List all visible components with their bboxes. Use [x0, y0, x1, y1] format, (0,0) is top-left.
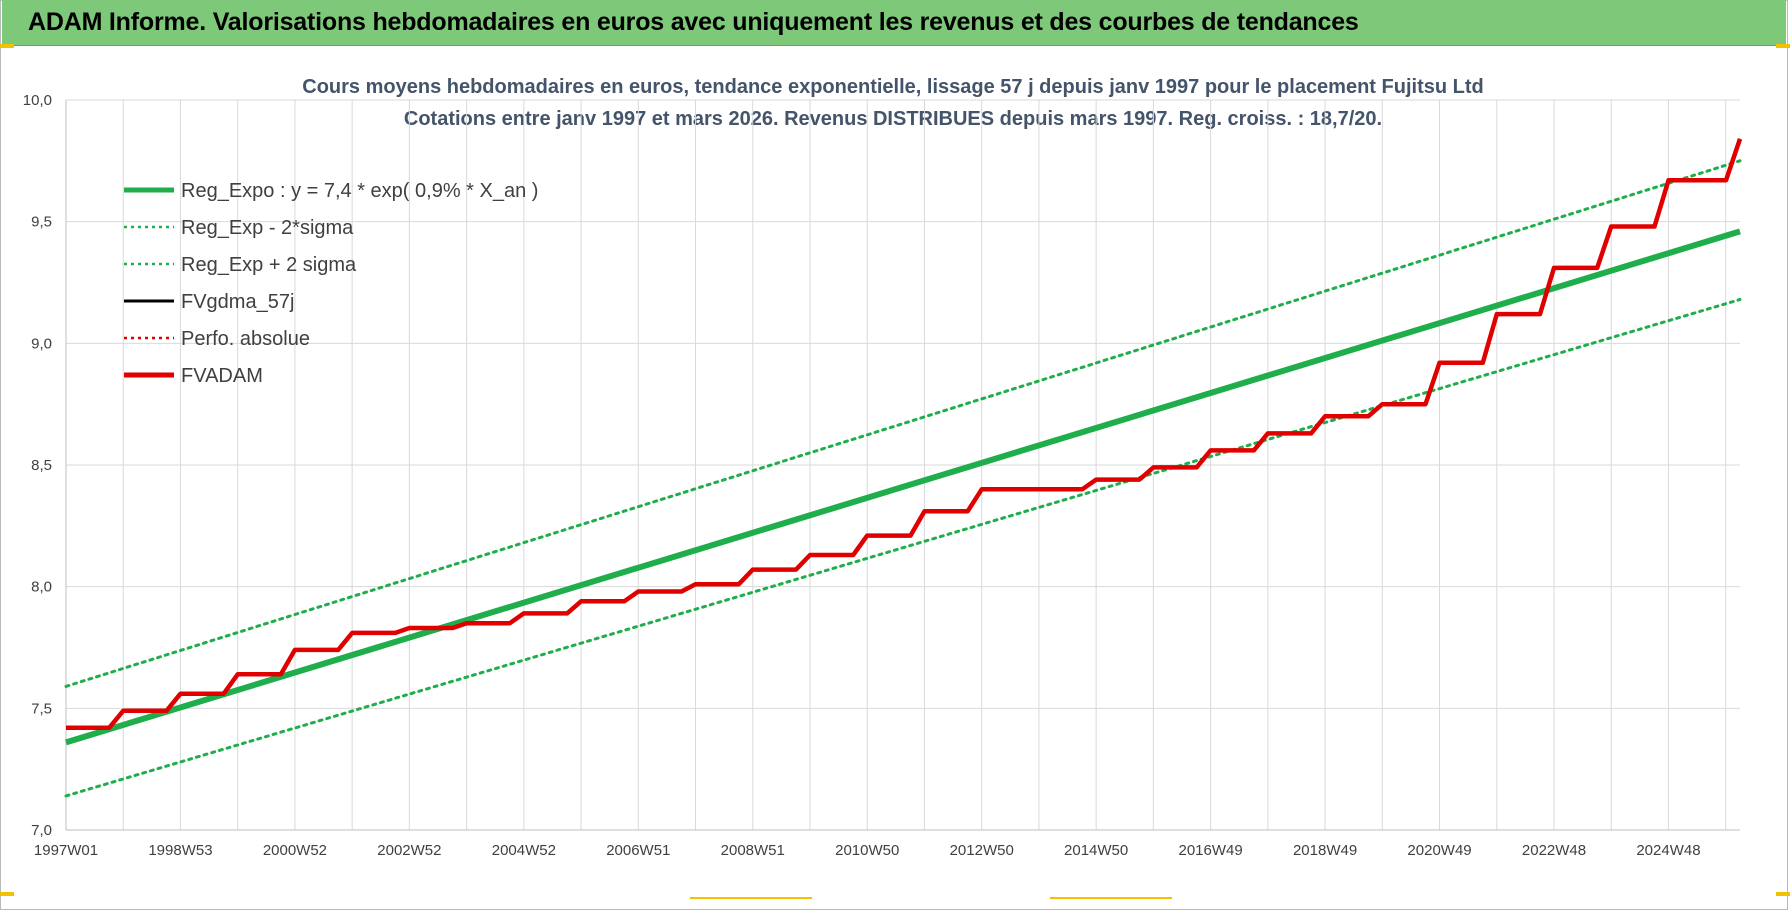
grid [65, 99, 1740, 831]
y-tick-label: 7,5 [31, 700, 52, 717]
corner-marker-bottom-right [1776, 892, 1790, 896]
x-tick-label: 2018W49 [1293, 842, 1357, 859]
report-title: ADAM Informe. Valorisations hebdomadaire… [28, 8, 1359, 36]
corner-marker-bottom-left [0, 892, 14, 896]
bottom-marker-2 [1050, 897, 1172, 899]
corner-marker-top-left [0, 44, 14, 48]
report-header: ADAM Informe. Valorisations hebdomadaire… [2, 0, 1786, 46]
x-tick-label: 2000W52 [263, 842, 327, 859]
legend-entry: FVADAM [181, 365, 263, 387]
x-tick-label: 1997W01 [34, 842, 98, 859]
y-tick-label: 9,5 [31, 214, 52, 231]
chart-subtitle: Cotations entre janv 1997 et mars 2026. … [404, 108, 1382, 130]
x-tick-label: 2004W52 [492, 842, 556, 859]
x-tick-label: 2014W50 [1064, 842, 1128, 859]
y-tick-label: 9,0 [31, 335, 52, 352]
series-line-5 [66, 138, 1743, 731]
series-line-1 [64, 298, 1742, 798]
x-tick-label: 2002W52 [377, 842, 441, 859]
series [64, 138, 1743, 798]
x-tick-label: 2010W50 [835, 842, 899, 859]
x-tick-label: 2008W51 [721, 842, 785, 859]
y-tick-label: 8,0 [31, 579, 52, 596]
corner-marker-top-right [1776, 44, 1790, 48]
x-tick-label: 2020W49 [1407, 842, 1471, 859]
series-line-2 [64, 159, 1742, 688]
chart-title: Cours moyens hebdomadaires en euros, ten… [302, 76, 1483, 98]
y-tick-label: 10,0 [23, 92, 52, 109]
x-tick-label: 2024W48 [1636, 842, 1700, 859]
y-tick-label: 7,0 [31, 822, 52, 839]
legend-entry: Reg_Exp - 2*sigma [181, 217, 354, 239]
x-tick-label: 2012W50 [950, 842, 1014, 859]
x-tick-label: 2016W49 [1179, 842, 1243, 859]
legend-entry: FVgdma_57j [181, 291, 294, 313]
legend: Reg_Expo : y = 7,4 * exp( 0,9% * X_an ) R… [124, 180, 538, 387]
x-tick-label: 2022W48 [1522, 842, 1586, 859]
x-tick-label: 2006W51 [606, 842, 670, 859]
y-tick-label: 8,5 [31, 457, 52, 474]
legend-entry: Perfo. absolue [181, 328, 310, 350]
series-line-0 [65, 228, 1741, 746]
legend-entry: Reg_Exp + 2 sigma [181, 254, 357, 276]
bottom-marker-1 [690, 897, 812, 899]
axes: 7,0 7,5 8,0 8,5 9,0 9,5 10,0 1997W01 1998W53 2000… [23, 92, 1740, 859]
x-tick-label: 1998W53 [148, 842, 212, 859]
legend-entry: Reg_Expo : y = 7,4 * exp( 0,9% * X_an ) [181, 180, 538, 202]
